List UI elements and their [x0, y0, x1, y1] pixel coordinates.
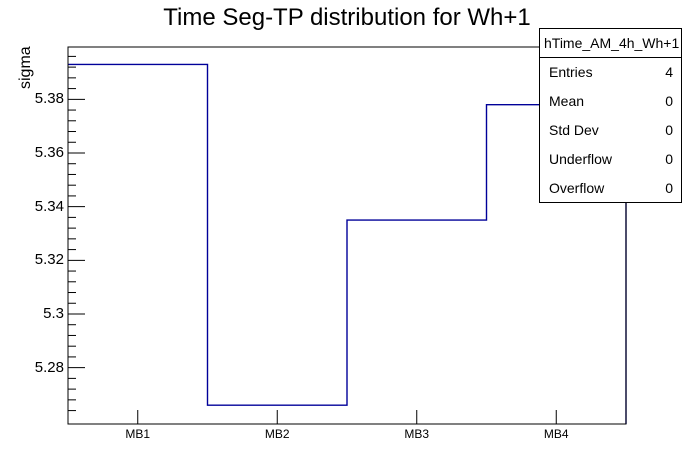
y-axis-title: sigma: [17, 46, 34, 89]
stats-row-value: 0: [665, 150, 673, 167]
x-tick-label: MB1: [125, 427, 151, 441]
x-tick-label: MB3: [404, 427, 430, 441]
y-tick-label: 5.38: [34, 90, 64, 108]
stats-box-title: hTime_AM_4h_Wh+1: [540, 29, 681, 58]
stats-rows: Entries 4 Mean 0 Std Dev 0 Underflow 0 Overflow 0: [540, 58, 681, 202]
stats-row: Overflow 0: [540, 173, 681, 202]
stats-row-label: Underflow: [549, 150, 613, 167]
stats-row: Std Dev 0: [540, 116, 681, 145]
x-tick-label: MB4: [543, 427, 569, 441]
y-tick-label: 5.36: [34, 143, 64, 161]
plot-frame: [67, 46, 627, 425]
stats-row-label: Mean: [549, 93, 585, 110]
y-tick-label: 5.28: [34, 358, 64, 376]
stats-row-value: 0: [665, 179, 673, 196]
stats-row-label: Std Dev: [549, 121, 599, 138]
stats-row-label: Entries: [549, 64, 593, 81]
stats-row: Entries 4: [540, 58, 681, 87]
y-tick-label: 5.3: [43, 304, 64, 322]
stats-row-value: 0: [665, 93, 673, 110]
stats-row-label: Overflow: [549, 179, 605, 196]
stats-box: hTime_AM_4h_Wh+1 Entries 4 Mean 0 Std Dev 0 Un…: [539, 28, 682, 203]
chart-title: Time Seg-TP distribution for Wh+1: [163, 4, 531, 31]
x-tick-label: MB2: [264, 427, 290, 441]
stats-row: Underflow 0: [540, 144, 681, 173]
stats-row-value: 0: [665, 121, 673, 138]
stats-row-value: 4: [665, 64, 673, 81]
stats-row: Mean 0: [540, 87, 681, 116]
y-tick-label: 5.32: [34, 251, 64, 269]
y-tick-label: 5.34: [34, 197, 64, 215]
